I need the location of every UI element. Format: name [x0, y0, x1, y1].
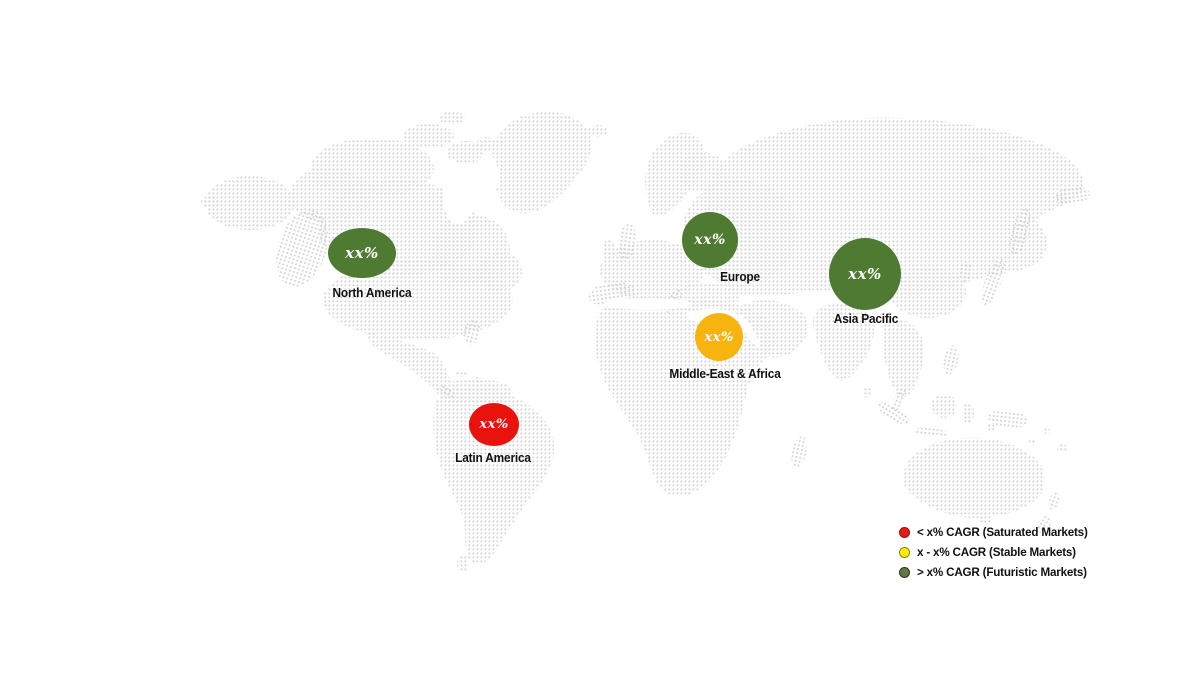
landmass-florida	[463, 319, 481, 345]
bubble-latin-america: xx%	[469, 403, 519, 446]
landmass-iceland	[588, 125, 608, 137]
legend-row-stable: x - x% CAGR (Stable Markets)	[899, 545, 1093, 559]
label-middle-east-africa: Middle-East & Africa	[669, 367, 781, 381]
landmass-usa	[323, 260, 513, 340]
sea-mediterranean	[604, 298, 692, 310]
landmass-borneo	[931, 394, 957, 418]
landmass-java	[914, 427, 948, 437]
landmass-indochina	[882, 319, 925, 398]
bubble-value: xx%	[704, 329, 734, 345]
continent-asia	[701, 117, 1090, 412]
landmass-arctic-island	[439, 111, 465, 125]
bubble-asia-pacific: xx%	[829, 238, 901, 310]
landmass-pacific-coast	[276, 209, 328, 287]
landmass-island	[1028, 439, 1036, 445]
bubble-europe: xx%	[682, 212, 738, 268]
bubble-north-america: xx%	[328, 228, 396, 278]
legend-label-futuristic: > x% CAGR (Futuristic Markets)	[917, 565, 1087, 579]
landmass-mexico	[367, 332, 453, 399]
landmass-island	[1057, 444, 1067, 452]
landmass-arctic-island	[476, 137, 496, 153]
bubble-middle-east-africa: xx%	[695, 313, 743, 361]
landmass-chukotka	[1054, 186, 1090, 206]
landmass-siberia	[701, 117, 1084, 297]
legend-row-futuristic: > x% CAGR (Futuristic Markets)	[899, 565, 1093, 579]
bubble-value: xx%	[345, 244, 379, 262]
landmass-caribbean	[456, 371, 468, 377]
sea-baffin-strait	[480, 150, 500, 190]
landmass-arctic-isle	[1000, 146, 1016, 154]
landmass-south-china	[890, 266, 966, 318]
bubble-value: xx%	[479, 417, 509, 432]
landmass-sumatra	[876, 401, 910, 425]
legend-row-saturated: < x% CAGR (Saturated Markets)	[899, 525, 1093, 539]
landmass-arctic-island	[402, 124, 454, 148]
landmass-sulawesi	[962, 403, 974, 423]
landmass-new-zealand-south	[1036, 514, 1052, 534]
legend-red-dot-icon	[899, 526, 910, 538]
legend-yellow-dot-icon	[899, 546, 910, 558]
label-latin-america: Latin America	[455, 451, 531, 465]
landmass-korea	[959, 262, 973, 282]
continent-australia	[903, 437, 1060, 534]
islands-southeast-asia	[876, 345, 1067, 452]
sea-red-sea	[737, 313, 761, 349]
bubble-value: xx%	[694, 232, 726, 248]
landmass-island	[1044, 428, 1050, 434]
landmass-alaska-tip	[201, 196, 219, 208]
landmass-island	[986, 423, 996, 431]
landmass-south-america	[433, 385, 555, 565]
landmass-japan	[981, 258, 1005, 306]
landmass-madagascar	[791, 436, 807, 468]
legend: < x% CAGR (Saturated Markets) x - x% CAG…	[899, 525, 1093, 585]
landmass-arctic-isle	[963, 153, 987, 163]
landmass-new-zealand-north	[1048, 492, 1060, 510]
bubble-value: xx%	[848, 265, 882, 283]
label-north-america: North America	[332, 286, 412, 300]
label-asia-pacific: Asia Pacific	[833, 312, 899, 326]
landmass-malay	[892, 386, 906, 412]
landmass-alaska	[205, 176, 295, 230]
sea-hudson-bay	[443, 168, 477, 224]
continent-south-america	[433, 379, 555, 573]
landmass-arctic-island	[446, 141, 486, 163]
landmass-australia	[903, 437, 1046, 518]
continent-north-america	[201, 111, 522, 399]
landmass-patagonia-tip	[457, 555, 469, 573]
legend-label-saturated: < x% CAGR (Saturated Markets)	[917, 525, 1088, 539]
label-europe: Europe	[720, 270, 760, 284]
landmass-kamchatka	[1009, 208, 1031, 256]
landmass-greenland	[491, 111, 592, 214]
landmass-india	[813, 303, 875, 382]
legend-label-stable: x - x% CAGR (Stable Markets)	[917, 545, 1076, 559]
landmass-scandinavia	[645, 133, 705, 216]
landmass-philippines	[943, 345, 959, 375]
landmass-sri-lanka	[863, 386, 871, 398]
legend-green-dot-icon	[899, 566, 910, 578]
landmass-new-guinea	[988, 409, 1028, 429]
landmass-tasmania	[980, 514, 992, 524]
